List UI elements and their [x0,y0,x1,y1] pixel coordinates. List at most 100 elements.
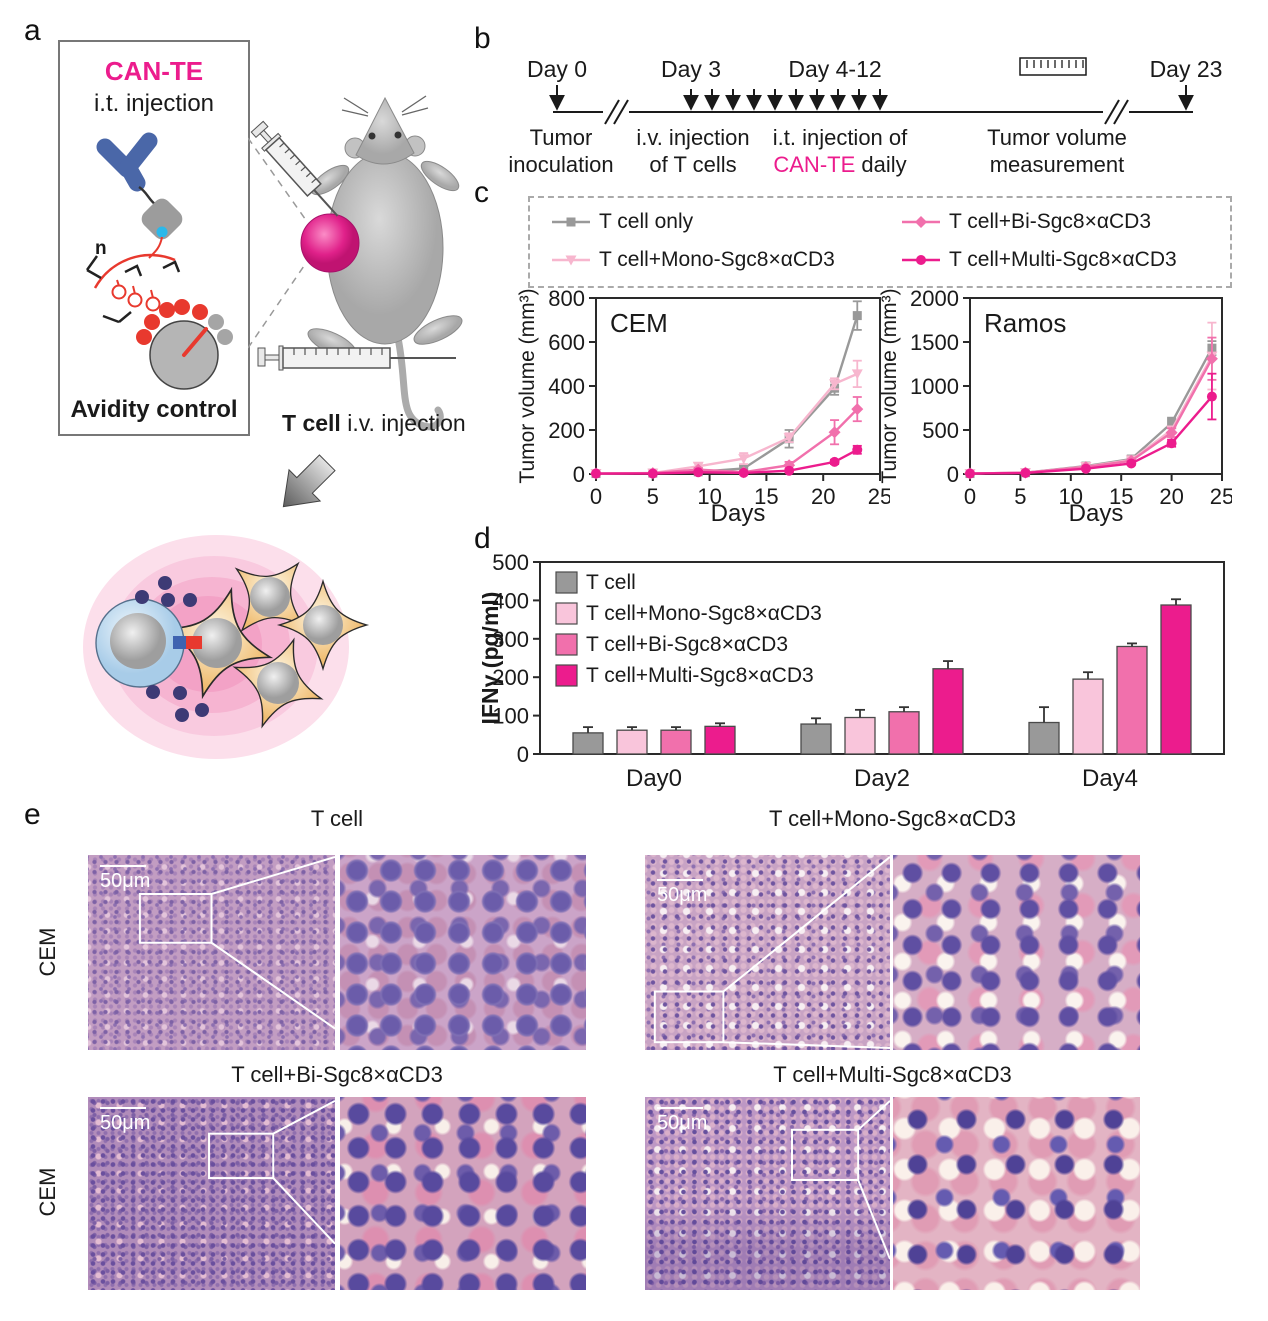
svg-text:100: 100 [492,704,529,729]
scale-bar-label: 50μm [100,1112,151,1134]
svg-text:600: 600 [548,330,585,355]
legend-label: T cell+Multi-Sgc8×αCD3 [949,248,1177,271]
row-label-cem-1: CEM [35,927,60,977]
magnify-lines [248,137,309,349]
svg-text:Day2: Day2 [854,765,910,792]
svg-text:CEM: CEM [610,308,668,338]
inset-overlay [208,1099,335,1245]
panel-letter-c: c [474,176,489,209]
event2-line2: of T cells [649,152,736,177]
panel-letter-e: e [24,798,41,831]
panel-letter-d: d [474,522,491,555]
engager-red-block [186,636,202,649]
legend-label: T cell only [599,210,694,233]
svg-text:25: 25 [1210,484,1232,509]
tumor-cell-nuclei [192,577,343,704]
svg-text:500: 500 [492,550,529,575]
svg-text:15: 15 [754,484,778,509]
scale-bar: 50μm [657,1107,707,1133]
dial-dots-red [136,299,208,345]
legend-marker-square [552,217,590,227]
mouse-eye [368,132,376,140]
ruler-icon [1019,57,1087,76]
event1-line1: Tumor [530,125,593,150]
svg-text:Ramos: Ramos [984,308,1066,338]
mouse-head [355,96,415,165]
svg-text:0: 0 [517,742,529,767]
histology-overview-multi: 50μm [645,1097,890,1290]
scale-bar-label: 50μm [100,870,151,892]
aptamer-loops-icon [111,279,161,312]
svg-text:Days: Days [1069,500,1124,526]
histology-overview-tcell: 50μm [88,855,335,1050]
histology-zoom-bi [340,1097,586,1290]
event3-line2: CAN-TE daily [773,152,906,177]
histology-zoom-mono [893,855,1140,1050]
dial-needle [182,327,208,357]
histology-title-bi: T cell+Bi-Sgc8×αCD3 [231,1062,443,1087]
svg-text:0: 0 [573,462,585,487]
inset-overlay [653,856,890,1050]
svg-text:Day4: Day4 [1082,765,1138,792]
legend-item-tcell-only: T cell only [552,210,693,234]
day3-label: Day 3 [661,56,721,82]
scale-bar-line [100,865,146,867]
legend-marker-circle [902,255,940,265]
legend-label: T cell+Bi-Sgc8×αCD3 [949,210,1152,233]
inset-overlay [138,855,335,1030]
tumor-icon [300,213,360,273]
adapter-icon [141,198,183,240]
legend-label: T cell+Mono-Sgc8×αCD3 [599,248,835,271]
panel-letter-a: a [24,14,41,47]
histology-overview-bi: 50μm [88,1097,335,1290]
linker-line [138,185,156,206]
event3-line1: i.t. injection of [773,125,908,150]
mouse-eye [394,131,402,139]
histology-title-tcell: T cell [310,806,364,831]
event2-line1: i.v. injection [636,125,749,150]
scale-bar-label: 50μm [657,884,708,906]
scale-bar: 50μm [100,865,150,891]
histology-overview-mono: 50μm [645,855,890,1050]
histology-zoom-multi [893,1097,1140,1290]
legend-item-multi: T cell+Multi-Sgc8×αCD3 [902,248,1177,272]
svg-text:T cell+Multi-Sgc8×αCD3: T cell+Multi-Sgc8×αCD3 [586,664,814,687]
svg-text:0: 0 [964,484,976,509]
mouse-icon [300,95,463,431]
svg-text:IFNγ (pg/ml): IFNγ (pg/ml) [482,592,503,725]
svg-text:20: 20 [811,484,835,509]
svg-text:10: 10 [697,484,721,509]
legend-marker-triangle [552,255,590,266]
svg-text:5: 5 [1014,484,1026,509]
svg-text:Tumor volume (mm³): Tumor volume (mm³) [880,288,901,483]
avidity-control-label: Avidity control [70,396,238,423]
mouse-tail [394,334,444,431]
day23-label: Day 23 [1150,56,1223,82]
ramos-tumor-volume-chart: 0 500 1000 1500 2000 0 5 10 15 20 25 Days Tumor volu… [880,286,1232,526]
svg-text:400: 400 [548,374,585,399]
panel-letter-b: b [474,22,491,55]
svg-text:25: 25 [868,484,890,509]
connector-dot [156,226,168,238]
histology-title-multi: T cell+Multi-Sgc8×αCD3 [773,1062,1012,1087]
down-left-arrow-icon [282,454,336,508]
event1-line2: inoculation [508,152,613,177]
histology-title-mono: T cell+Mono-Sgc8×αCD3 [768,806,1017,831]
n-label: n [95,238,107,259]
timeline: Day 0 Day 3 Day 4-12 Day 23 Tumor inocul… [508,56,1223,177]
svg-text:T cell+Mono-Sgc8×αCD3: T cell+Mono-Sgc8×αCD3 [586,602,822,625]
tumor-chart-legend: T cell only T cell+Mono-Sgc8×αCD3 T cell… [528,196,1232,288]
svg-text:5: 5 [647,484,659,509]
day0-label: Day 0 [527,56,587,82]
can-te-title: CAN-TE [104,56,204,86]
mouse-whiskers [341,95,429,117]
bracket-marks [85,255,181,324]
it-injection-label: i.t. injection [93,90,215,117]
cell-engagement-diagram [83,534,368,759]
inset-box [653,990,725,1044]
injection-arrows [549,85,1194,111]
svg-text:10: 10 [1059,484,1083,509]
inset-box [791,1128,860,1181]
inset-box [208,1132,275,1180]
